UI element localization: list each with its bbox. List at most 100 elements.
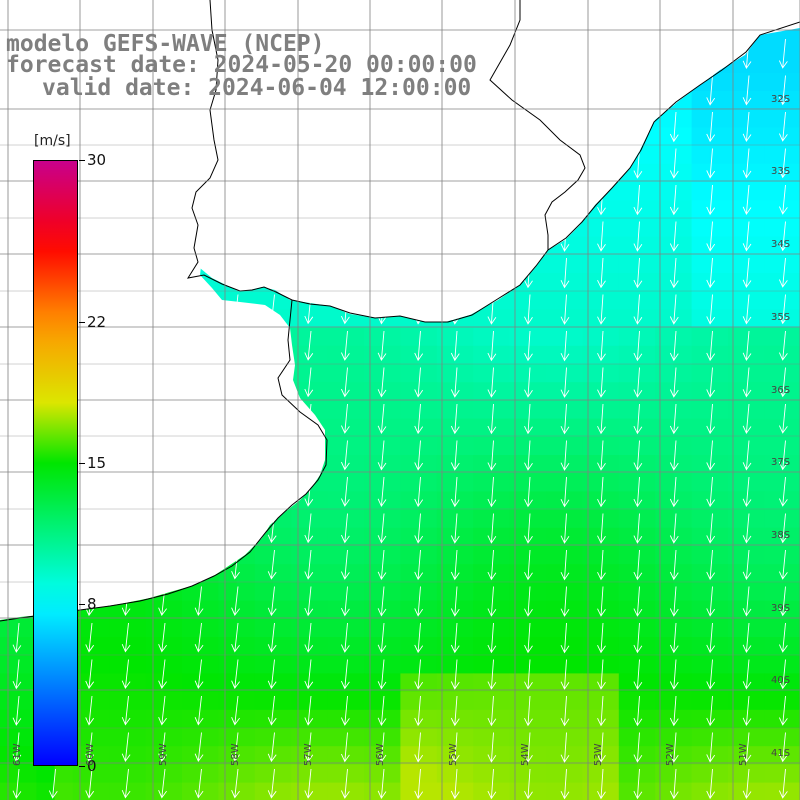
speed-cell: [709, 273, 729, 292]
latitude-label: 41S: [771, 748, 791, 759]
speed-cell: [782, 600, 800, 620]
speed-cell: [418, 728, 438, 747]
speed-cell: [691, 163, 711, 183]
speed-cell: [327, 782, 347, 800]
speed-cell: [618, 218, 638, 238]
speed-cell: [36, 782, 56, 800]
speed-cell: [200, 618, 219, 638]
speed-cell: [637, 564, 656, 583]
speed-cell: [582, 600, 602, 620]
land-polygon: [0, 0, 800, 620]
speed-cell: [746, 709, 765, 729]
speed-cell: [309, 618, 329, 638]
speed-cell: [364, 327, 383, 347]
speed-cell: [764, 163, 784, 183]
speed-cell: [218, 600, 238, 620]
wind-arrow: [633, 659, 643, 690]
wind-arrow: [377, 549, 387, 581]
wind-arrow: [487, 622, 497, 654]
wind-arrow: [340, 367, 350, 398]
wind-arrow: [633, 221, 643, 252]
speed-cell: [254, 637, 274, 656]
speed-cell: [455, 345, 474, 365]
speed-cell: [327, 309, 347, 329]
speed-cell: [455, 364, 474, 383]
latitude-label: 37S: [771, 457, 791, 468]
speed-cell: [364, 455, 383, 474]
wind-arrow: [85, 659, 95, 690]
speed-cell: [527, 709, 547, 729]
speed-cell: [182, 618, 201, 638]
wind-arrow: [304, 586, 314, 617]
speed-cell: [728, 764, 747, 784]
speed-cell: [618, 473, 638, 492]
longitude-label: 54W: [520, 743, 531, 766]
wind-arrow: [742, 659, 752, 690]
speed-cell: [291, 618, 310, 638]
wind-arrow: [377, 732, 387, 763]
speed-cell: [709, 72, 729, 92]
speed-cell: [509, 418, 529, 438]
speed-cell: [473, 309, 492, 329]
speed-cell: [527, 491, 547, 511]
wind-arrow: [414, 440, 424, 471]
speed-cell: [236, 746, 256, 765]
wind-arrow: [742, 622, 752, 654]
speed-cell: [637, 764, 656, 784]
speed-cell: [254, 600, 274, 620]
wind-arrow: [706, 440, 716, 471]
speed-cell: [345, 400, 365, 420]
speed-cell: [655, 400, 674, 420]
speed-cell: [200, 764, 219, 784]
wind-arrow: [633, 732, 643, 763]
wind-arrow: [633, 476, 643, 508]
speed-cell: [546, 655, 565, 674]
speed-cell: [236, 618, 256, 638]
speed-cell: [473, 728, 492, 747]
speed-cell: [764, 582, 784, 602]
speed-cell: [746, 436, 765, 456]
colorbar-tick: [79, 604, 85, 606]
speed-cell: [400, 582, 420, 602]
speed-cell: [527, 436, 547, 456]
speed-cell: [746, 91, 765, 110]
speed-cell: [400, 782, 420, 800]
speed-cell: [782, 728, 800, 747]
speed-cell: [673, 673, 693, 693]
speed-cell: [182, 728, 201, 747]
wind-arrow: [742, 367, 752, 398]
speed-cell: [364, 546, 383, 565]
wind-arrow: [450, 768, 460, 800]
speed-cell: [709, 236, 729, 256]
speed-cell: [364, 345, 383, 365]
wind-arrow: [524, 659, 533, 690]
speed-cell: [327, 473, 347, 492]
speed-cell: [582, 273, 602, 292]
speed-cell: [436, 728, 456, 747]
speed-cell: [418, 327, 438, 347]
speed-cell: [655, 509, 674, 529]
speed-cell: [382, 600, 401, 620]
speed-cell: [764, 600, 784, 620]
speed-cell: [54, 782, 74, 800]
speed-cell: [618, 728, 638, 747]
speed-cell: [436, 418, 456, 438]
speed-cell: [473, 582, 492, 602]
speed-cell: [436, 691, 456, 711]
speed-cell: [436, 400, 456, 420]
speed-cell: [582, 691, 602, 711]
speed-cell: [764, 309, 784, 329]
speed-cell: [254, 764, 274, 784]
wind-arrow: [487, 330, 497, 362]
speed-cell: [655, 364, 674, 383]
speed-cell: [345, 637, 365, 656]
speed-cell: [691, 655, 711, 674]
speed-cell: [582, 473, 602, 492]
speed-cell: [382, 564, 401, 583]
speed-cell: [709, 691, 729, 711]
speed-cell: [709, 509, 729, 529]
speed-cell: [273, 582, 292, 602]
speed-cell: [254, 728, 274, 747]
speed-cell: [473, 691, 492, 711]
speed-cell: [618, 582, 638, 602]
